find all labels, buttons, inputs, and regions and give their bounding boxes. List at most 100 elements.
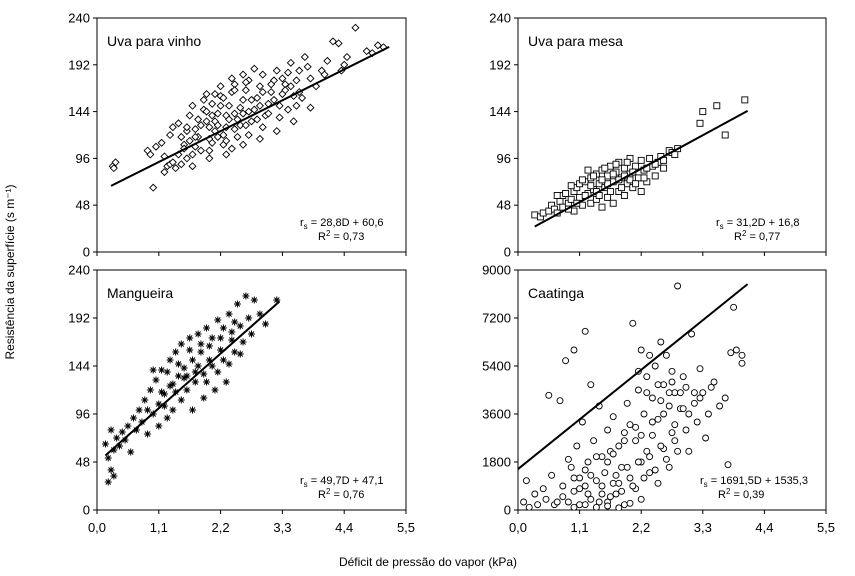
- data-point: [160, 390, 168, 398]
- data-point: [166, 356, 174, 364]
- data-point: [601, 469, 609, 477]
- data-point: [224, 101, 234, 110]
- data-point: [225, 310, 233, 318]
- data-point: [163, 368, 171, 376]
- data-point: [233, 132, 242, 141]
- data-point: [578, 201, 586, 209]
- data-point: [174, 372, 182, 380]
- data-point: [241, 86, 250, 95]
- y-tick-label: 96: [497, 151, 511, 166]
- data-point: [637, 495, 645, 503]
- data-point: [177, 340, 185, 348]
- data-point: [222, 378, 230, 386]
- y-tick-label: 144: [489, 104, 511, 119]
- data-point: [340, 60, 349, 69]
- data-point: [606, 188, 614, 196]
- data-point: [158, 366, 166, 374]
- x-tick-label: 3,3: [694, 520, 712, 535]
- data-point: [553, 191, 561, 199]
- data-point: [250, 105, 259, 114]
- data-point: [196, 146, 205, 155]
- data-point: [300, 52, 309, 62]
- panel-uva-mesa: 0 48 96 144 192 240 Uva para mesa rs = 31,2D + …: [489, 11, 827, 260]
- data-point: [334, 39, 343, 48]
- data-point: [323, 56, 332, 65]
- data-point: [721, 131, 729, 139]
- data-point: [606, 162, 614, 170]
- data-point: [704, 410, 712, 418]
- data-point: [248, 330, 255, 338]
- data-point: [205, 123, 214, 132]
- x-axis-label: Déficit de pressão do vapor (kPa): [339, 555, 517, 569]
- data-point: [219, 130, 228, 140]
- panel-title: Uva para vinho: [107, 33, 201, 49]
- data-point: [646, 154, 654, 162]
- data-point: [197, 340, 205, 348]
- data-point: [676, 389, 684, 397]
- data-point: [693, 418, 701, 426]
- data-point: [247, 117, 256, 126]
- data-point: [107, 466, 115, 474]
- data-point: [104, 478, 112, 486]
- data-point: [587, 199, 595, 207]
- y-tick-label: 96: [76, 151, 90, 166]
- data-point: [203, 324, 211, 332]
- data-point: [640, 174, 648, 182]
- data-point: [219, 356, 227, 364]
- data-point: [289, 117, 298, 126]
- data-point: [651, 172, 659, 180]
- data-point: [158, 388, 166, 396]
- data-point: [239, 338, 247, 346]
- data-point: [172, 348, 180, 356]
- data-point: [601, 164, 609, 172]
- data-point: [665, 402, 673, 410]
- data-point: [581, 482, 589, 490]
- data-point: [205, 154, 214, 163]
- data-point: [679, 373, 687, 381]
- data-point: [303, 62, 312, 71]
- data-point: [180, 374, 188, 382]
- data-point: [651, 362, 659, 370]
- data-point: [615, 479, 623, 487]
- data-points: [101, 292, 281, 486]
- data-point: [559, 482, 567, 490]
- data-point: [241, 121, 250, 130]
- data-point: [149, 366, 157, 374]
- data-point: [618, 184, 626, 192]
- data-point: [306, 103, 315, 112]
- data-point: [295, 66, 304, 75]
- data-point: [222, 150, 231, 159]
- data-point: [662, 351, 670, 359]
- data-point: [208, 99, 217, 108]
- data-point: [189, 406, 197, 414]
- data-point: [107, 426, 115, 434]
- y-tick-label: 48: [76, 198, 90, 213]
- data-point: [637, 346, 645, 354]
- data-point: [520, 498, 528, 506]
- r-squared: R2 = 0,77: [734, 229, 780, 243]
- data-point: [292, 76, 301, 85]
- data-point: [604, 193, 612, 201]
- data-point: [598, 453, 606, 461]
- data-point: [626, 421, 634, 429]
- data-point: [283, 68, 293, 77]
- data-point: [646, 469, 654, 477]
- plot-frame: [517, 269, 827, 511]
- data-point: [660, 164, 668, 172]
- data-point: [292, 101, 301, 110]
- data-point: [269, 95, 279, 104]
- y-tick-label: 96: [76, 407, 90, 422]
- data-point: [255, 134, 264, 143]
- panel-title: Caatinga: [528, 285, 584, 301]
- data-point: [567, 182, 575, 190]
- data-point: [155, 422, 163, 430]
- data-point: [174, 119, 183, 128]
- plot-frame: [517, 17, 827, 253]
- data-point: [188, 101, 197, 110]
- data-point: [576, 193, 584, 201]
- data-point: [186, 346, 194, 354]
- data-point: [169, 380, 177, 388]
- data-point: [534, 501, 542, 509]
- data-point: [157, 138, 166, 147]
